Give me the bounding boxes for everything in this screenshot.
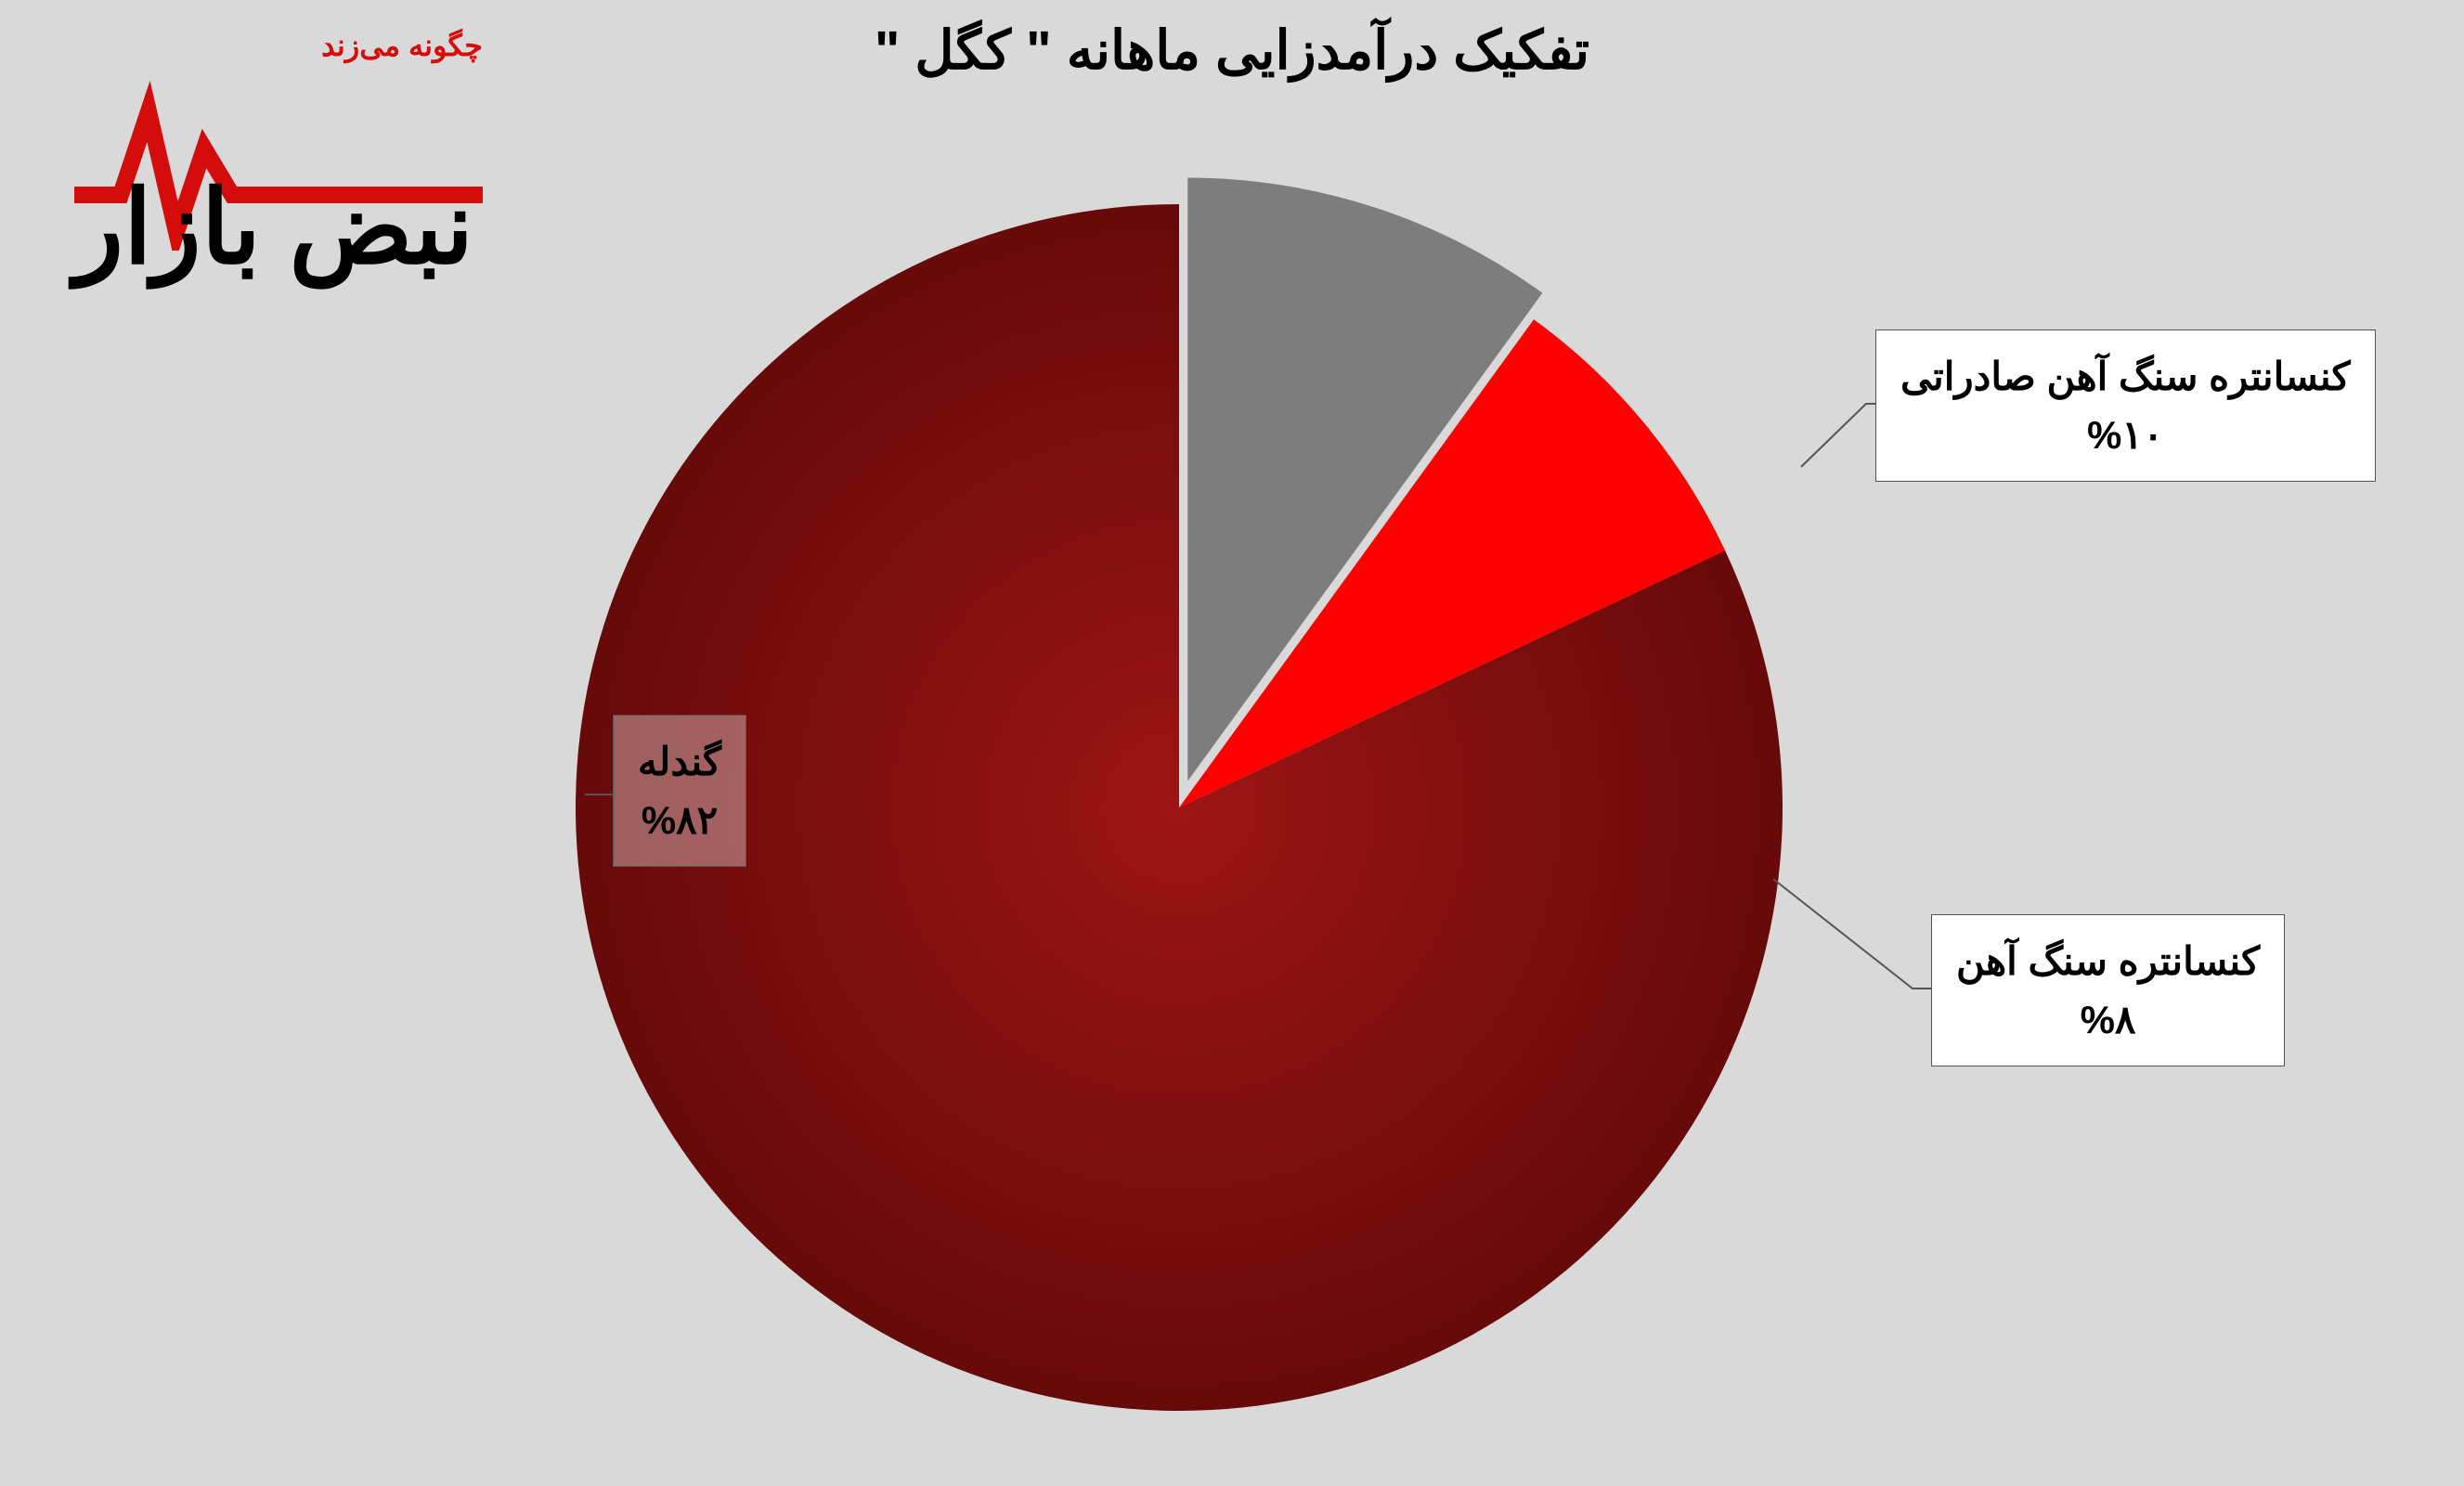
callout-leader xyxy=(1801,404,1875,467)
callout-line: %۱۰ xyxy=(1900,406,2351,464)
callout-leader xyxy=(1773,879,1931,989)
callout-line: کنسانتره سنگ آهن xyxy=(1956,932,2260,990)
logo-tagline: چگونه می‌زند xyxy=(321,28,483,63)
callout-line: کنسانتره سنگ آهن صادراتی xyxy=(1900,347,2351,406)
pie-chart: کنسانتره سنگ آهن صادراتی%۱۰کنسانتره سنگ … xyxy=(0,121,2464,1481)
callout-line: %۸۲ xyxy=(638,791,721,849)
callout-box: کنسانتره سنگ آهن صادراتی%۱۰ xyxy=(1875,330,2376,482)
pie-svg xyxy=(0,121,2464,1481)
callout-box: کنسانتره سنگ آهن%۸ xyxy=(1931,914,2285,1066)
callout-box: گندله%۸۲ xyxy=(613,715,746,867)
callout-line: گندله xyxy=(638,732,721,791)
callout-line: %۸ xyxy=(1956,990,2260,1049)
